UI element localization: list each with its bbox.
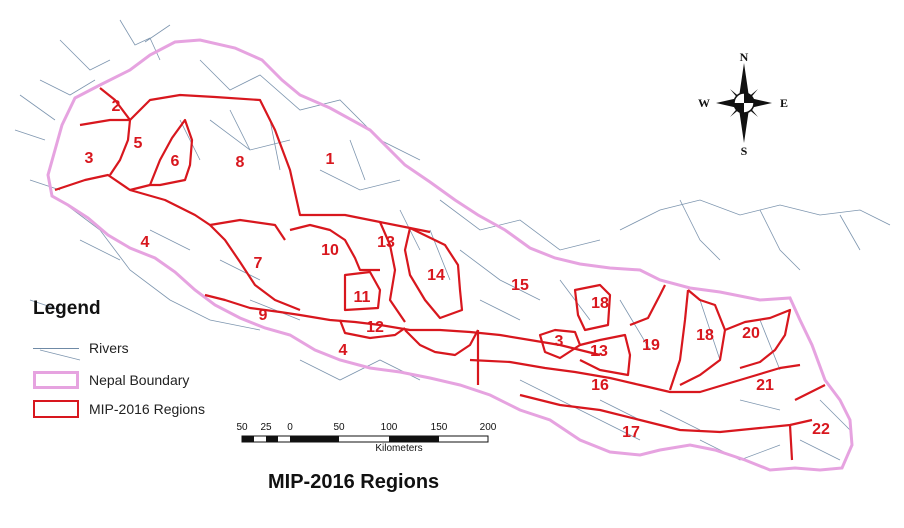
scale-tick: 0 [287,422,293,433]
region-label: 3 [85,150,94,167]
compass-s: S [741,144,748,158]
compass-n: N [740,50,749,64]
compass-e: E [780,96,788,110]
scale-tick: 25 [260,422,272,433]
map-title: MIP-2016 Regions [268,471,440,493]
scale-tick: 150 [430,422,448,433]
region-label: 15 [511,277,529,294]
region-label: 20 [742,325,760,342]
region-label: 4 [141,234,150,251]
region-label: 5 [134,135,143,152]
region-label: 4 [339,342,348,359]
region-label: 9 [259,307,268,324]
legend-title: Legend [33,298,101,319]
legend-item-nepal-boundary: Nepal Boundary [33,370,189,390]
region-label: 10 [321,242,339,259]
legend-item-regions: MIP-2016 Regions [33,399,205,419]
region-label: 3 [555,333,564,350]
scale-tick: 50 [333,422,345,433]
region-label: 8 [236,154,245,171]
region-label: 2 [112,98,121,115]
scale-bar [241,435,489,443]
region-label: 11 [354,289,371,306]
rivers-swatch [33,347,79,349]
scale-tick: 50 [236,422,248,433]
region-label: 16 [591,377,609,394]
region-boundaries [54,87,826,461]
scale-unit: Kilometers [375,443,423,454]
region-label: 18 [591,295,609,312]
region-label: 13 [377,234,395,251]
region-label: 7 [254,255,263,272]
legend-item-label: Nepal Boundary [89,372,190,388]
regions-swatch [33,400,79,418]
nepal-boundary [46,38,854,472]
region-label: 12 [366,319,384,336]
scale-tick: 200 [479,422,497,433]
region-labels: 1 2 3 4 5 6 7 8 9 10 11 12 13 14 15 16 1… [85,98,830,441]
region-label: 18 [696,327,714,344]
region-label: 6 [171,153,180,170]
compass-rose: N S E W [698,50,788,158]
legend-item-label: Rivers [89,340,129,356]
boundary-swatch [33,371,79,389]
region-label: 22 [812,421,830,438]
compass-w: W [698,96,710,110]
scale-tick: 100 [380,422,398,433]
region-label: 21 [756,377,774,394]
region-label: 19 [642,337,660,354]
legend-item-label: MIP-2016 Regions [89,401,205,417]
legend-item-rivers: Rivers [33,338,129,358]
region-label: 13 [590,343,608,360]
region-label: 17 [622,424,640,441]
region-label: 1 [326,151,335,168]
region-label: 14 [427,267,445,284]
